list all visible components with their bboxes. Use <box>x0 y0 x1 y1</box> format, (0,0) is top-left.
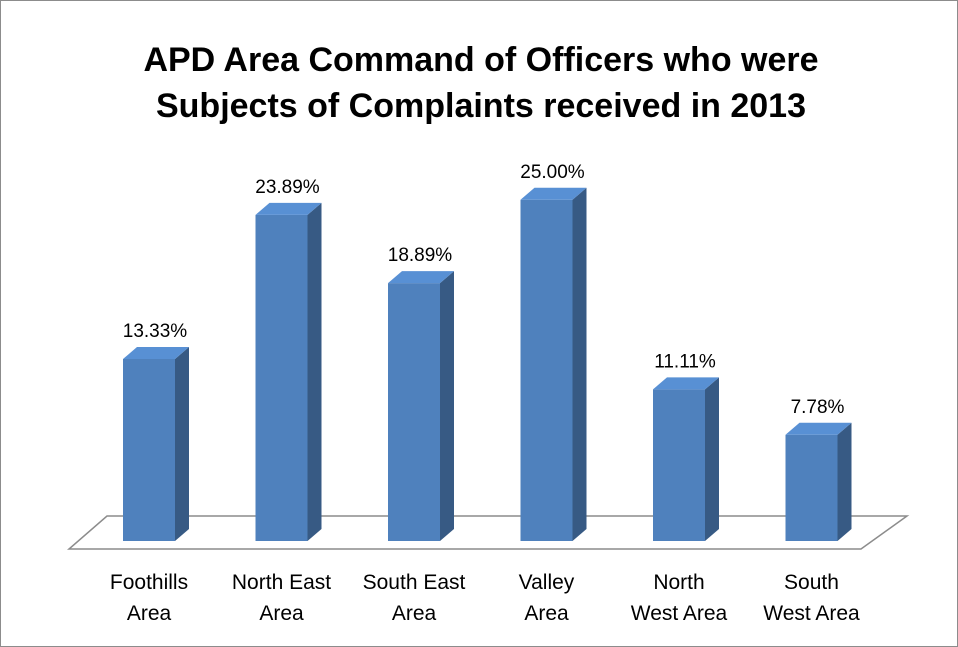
bar-top <box>653 377 719 390</box>
value-label: 25.00% <box>520 162 585 183</box>
bar-top <box>388 271 454 284</box>
bar-front <box>520 199 573 541</box>
bar-front <box>653 389 705 541</box>
bar <box>520 187 587 541</box>
bar-front <box>388 283 440 541</box>
bar-side <box>705 377 719 541</box>
x-tick-label: Foothills Area <box>109 571 189 625</box>
x-tick-label: North East Area <box>231 571 332 625</box>
floor <box>66 515 910 550</box>
bar-side <box>837 422 852 541</box>
bar-front <box>785 434 838 541</box>
bar-top <box>123 347 189 360</box>
bar-side <box>307 202 322 542</box>
bar <box>388 271 454 541</box>
bar-top <box>255 202 322 215</box>
bar <box>255 202 322 542</box>
bar-front <box>123 359 175 541</box>
x-tick-label: South East Area <box>362 571 466 625</box>
value-label: 7.78% <box>791 397 845 418</box>
bar-side <box>175 347 189 541</box>
bar <box>653 377 719 541</box>
bar-side <box>572 187 587 541</box>
bar-top <box>785 422 852 435</box>
bar <box>785 422 852 541</box>
x-tick-label: South West Area <box>763 571 860 625</box>
x-tick-label: Valley Area <box>518 571 575 625</box>
bar <box>123 347 189 541</box>
bar-side <box>440 271 454 541</box>
value-label: 18.89% <box>388 245 453 266</box>
x-tick-label: North West Area <box>630 571 728 625</box>
chart-title: APD Area Command of Officers who were Su… <box>143 41 819 125</box>
bar-front <box>255 214 308 542</box>
value-label: 23.89% <box>255 177 320 198</box>
value-label: 11.11% <box>654 351 716 372</box>
value-label: 13.33% <box>123 321 188 342</box>
bar-top <box>520 187 587 200</box>
